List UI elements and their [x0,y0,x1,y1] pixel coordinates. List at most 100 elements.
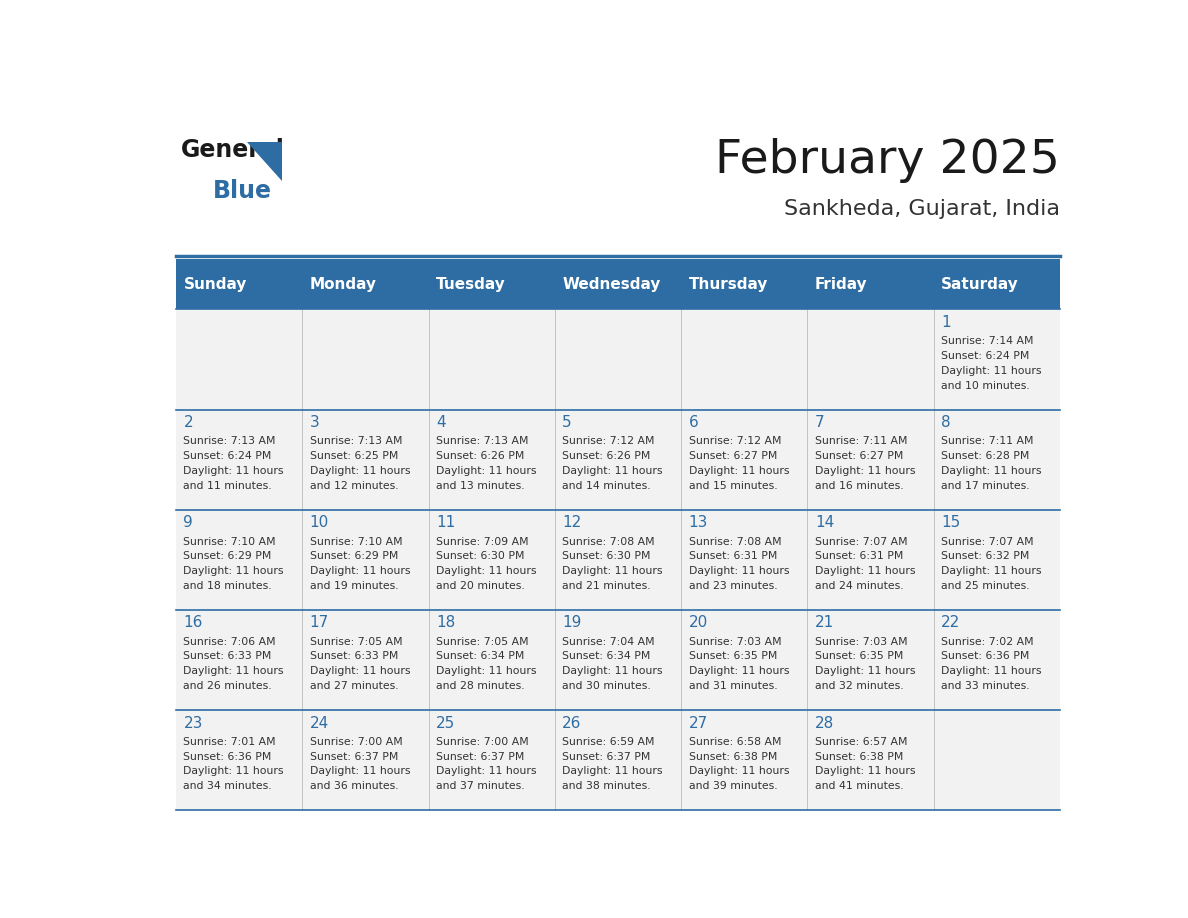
Text: Sunset: 6:34 PM: Sunset: 6:34 PM [436,652,524,662]
Text: Sunrise: 7:11 AM: Sunrise: 7:11 AM [815,436,908,446]
Text: 27: 27 [689,715,708,731]
Text: 20: 20 [689,615,708,631]
Text: Sunrise: 7:08 AM: Sunrise: 7:08 AM [689,536,782,546]
Text: Daylight: 11 hours: Daylight: 11 hours [815,466,915,476]
Text: Sunset: 6:27 PM: Sunset: 6:27 PM [815,452,903,461]
Text: Sunrise: 7:12 AM: Sunrise: 7:12 AM [562,436,655,446]
Text: and 17 minutes.: and 17 minutes. [941,481,1030,491]
Text: Sunset: 6:36 PM: Sunset: 6:36 PM [183,752,272,762]
Text: Sunrise: 7:02 AM: Sunrise: 7:02 AM [941,636,1034,646]
Text: Friday: Friday [815,276,867,292]
Text: Daylight: 11 hours: Daylight: 11 hours [941,566,1042,577]
Text: and 14 minutes.: and 14 minutes. [562,481,651,491]
Text: 4: 4 [436,415,446,431]
Text: Sunrise: 7:09 AM: Sunrise: 7:09 AM [436,536,529,546]
Text: Sunset: 6:33 PM: Sunset: 6:33 PM [310,652,398,662]
Text: and 38 minutes.: and 38 minutes. [562,781,651,791]
Text: Sunset: 6:24 PM: Sunset: 6:24 PM [941,352,1030,361]
Text: and 31 minutes.: and 31 minutes. [689,681,777,691]
FancyBboxPatch shape [176,509,1060,610]
Text: Sunset: 6:36 PM: Sunset: 6:36 PM [941,652,1030,662]
Text: Daylight: 11 hours: Daylight: 11 hours [310,466,410,476]
Text: 3: 3 [310,415,320,431]
Text: Daylight: 11 hours: Daylight: 11 hours [941,466,1042,476]
Text: and 36 minutes.: and 36 minutes. [310,781,398,791]
Text: Thursday: Thursday [689,276,767,292]
Text: Daylight: 11 hours: Daylight: 11 hours [941,366,1042,376]
Text: 1: 1 [941,315,950,330]
Text: Sunset: 6:28 PM: Sunset: 6:28 PM [941,452,1030,461]
Text: and 26 minutes.: and 26 minutes. [183,681,272,691]
Text: and 39 minutes.: and 39 minutes. [689,781,777,791]
Text: Sankheda, Gujarat, India: Sankheda, Gujarat, India [784,198,1060,218]
Text: Sunrise: 7:10 AM: Sunrise: 7:10 AM [310,536,403,546]
Text: and 33 minutes.: and 33 minutes. [941,681,1030,691]
Text: Sunrise: 7:11 AM: Sunrise: 7:11 AM [941,436,1034,446]
Text: and 30 minutes.: and 30 minutes. [562,681,651,691]
Text: 9: 9 [183,515,194,531]
Text: Sunrise: 7:10 AM: Sunrise: 7:10 AM [183,536,276,546]
Text: Sunset: 6:30 PM: Sunset: 6:30 PM [436,552,525,562]
Text: Tuesday: Tuesday [436,276,506,292]
Text: Sunrise: 7:12 AM: Sunrise: 7:12 AM [689,436,781,446]
Text: 23: 23 [183,715,203,731]
Text: Sunset: 6:29 PM: Sunset: 6:29 PM [183,552,272,562]
Text: Sunrise: 7:04 AM: Sunrise: 7:04 AM [562,636,655,646]
Text: and 41 minutes.: and 41 minutes. [815,781,903,791]
Text: and 13 minutes.: and 13 minutes. [436,481,525,491]
Text: Daylight: 11 hours: Daylight: 11 hours [689,466,789,476]
Text: 5: 5 [562,415,571,431]
Text: and 15 minutes.: and 15 minutes. [689,481,777,491]
FancyBboxPatch shape [176,710,1060,810]
Text: Sunset: 6:33 PM: Sunset: 6:33 PM [183,652,272,662]
Text: and 20 minutes.: and 20 minutes. [436,581,525,591]
Text: 17: 17 [310,615,329,631]
Text: Daylight: 11 hours: Daylight: 11 hours [310,666,410,677]
Text: 11: 11 [436,515,455,531]
Text: Sunset: 6:32 PM: Sunset: 6:32 PM [941,552,1030,562]
Text: 10: 10 [310,515,329,531]
Text: and 24 minutes.: and 24 minutes. [815,581,903,591]
Text: Sunrise: 7:01 AM: Sunrise: 7:01 AM [183,737,276,746]
Text: Sunrise: 7:05 AM: Sunrise: 7:05 AM [436,636,529,646]
Text: Sunrise: 6:57 AM: Sunrise: 6:57 AM [815,737,908,746]
Text: Daylight: 11 hours: Daylight: 11 hours [562,666,663,677]
Text: 21: 21 [815,615,834,631]
FancyBboxPatch shape [176,610,1060,710]
Text: Sunrise: 7:03 AM: Sunrise: 7:03 AM [689,636,782,646]
Text: Sunrise: 7:00 AM: Sunrise: 7:00 AM [310,737,403,746]
Text: Daylight: 11 hours: Daylight: 11 hours [310,566,410,577]
Text: Daylight: 11 hours: Daylight: 11 hours [562,466,663,476]
Text: and 18 minutes.: and 18 minutes. [183,581,272,591]
Text: Sunrise: 7:14 AM: Sunrise: 7:14 AM [941,336,1034,346]
Text: Daylight: 11 hours: Daylight: 11 hours [183,767,284,777]
Text: 19: 19 [562,615,582,631]
Text: 18: 18 [436,615,455,631]
Text: Daylight: 11 hours: Daylight: 11 hours [436,767,537,777]
Text: and 37 minutes.: and 37 minutes. [436,781,525,791]
Text: Sunset: 6:37 PM: Sunset: 6:37 PM [310,752,398,762]
Text: Wednesday: Wednesday [562,276,661,292]
Text: and 28 minutes.: and 28 minutes. [436,681,525,691]
Polygon shape [247,142,282,181]
Text: Sunset: 6:38 PM: Sunset: 6:38 PM [689,752,777,762]
Text: Sunset: 6:37 PM: Sunset: 6:37 PM [436,752,524,762]
Text: 25: 25 [436,715,455,731]
Text: and 32 minutes.: and 32 minutes. [815,681,903,691]
Text: Daylight: 11 hours: Daylight: 11 hours [689,666,789,677]
Text: Sunset: 6:35 PM: Sunset: 6:35 PM [815,652,903,662]
Text: 8: 8 [941,415,950,431]
Text: Sunday: Sunday [183,276,247,292]
Text: 13: 13 [689,515,708,531]
Text: 26: 26 [562,715,582,731]
Text: 14: 14 [815,515,834,531]
Text: and 16 minutes.: and 16 minutes. [815,481,903,491]
Text: Sunrise: 7:13 AM: Sunrise: 7:13 AM [183,436,276,446]
Text: Blue: Blue [213,179,272,204]
Text: and 11 minutes.: and 11 minutes. [183,481,272,491]
Text: 6: 6 [689,415,699,431]
Text: Sunrise: 7:07 AM: Sunrise: 7:07 AM [941,536,1034,546]
Text: Sunset: 6:27 PM: Sunset: 6:27 PM [689,452,777,461]
Text: Sunset: 6:35 PM: Sunset: 6:35 PM [689,652,777,662]
Text: Sunset: 6:34 PM: Sunset: 6:34 PM [562,652,651,662]
